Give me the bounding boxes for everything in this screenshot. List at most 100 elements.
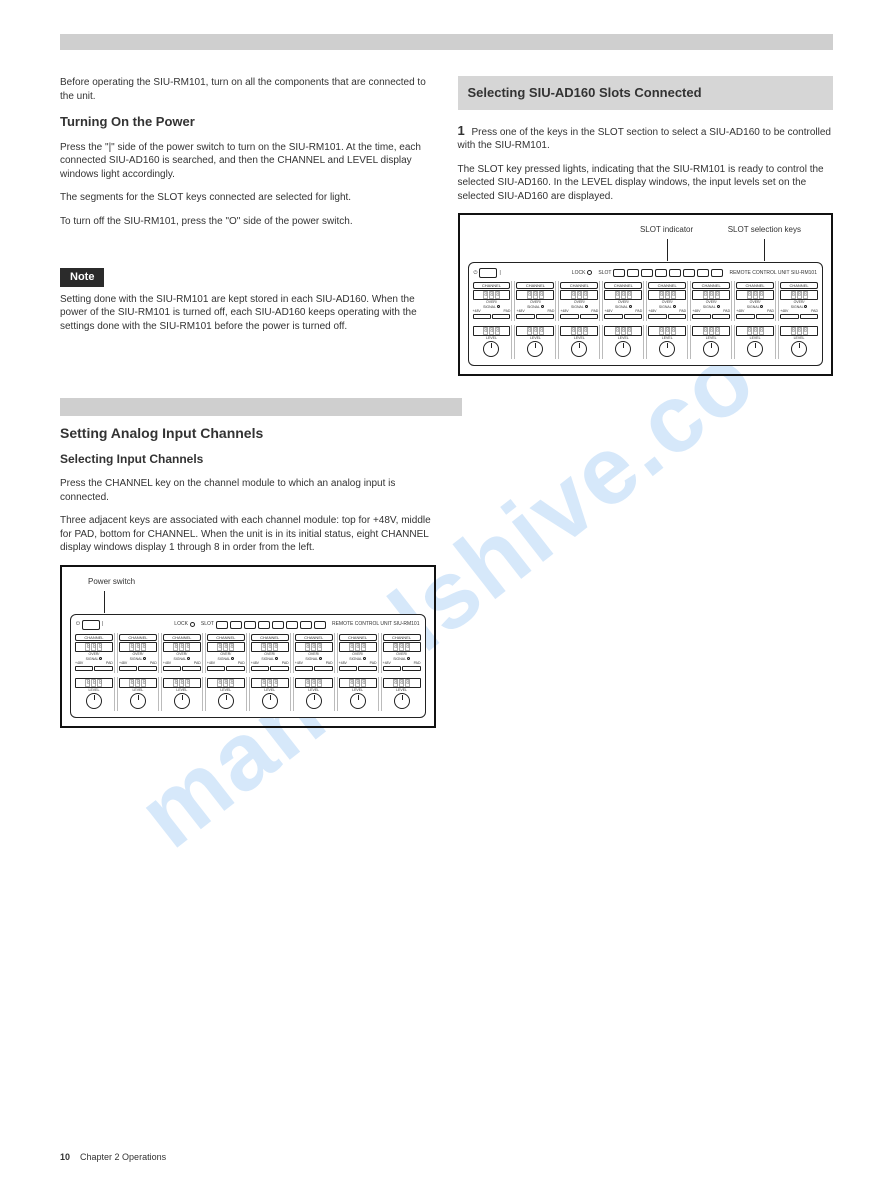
- phantom-button[interactable]: [295, 666, 313, 671]
- level-knob[interactable]: [615, 341, 631, 357]
- pad-button[interactable]: [402, 666, 420, 671]
- pointer-power-switch-label: Power switch: [88, 577, 135, 586]
- pad-button[interactable]: [492, 314, 510, 319]
- power-rocker[interactable]: [82, 620, 100, 630]
- device-diagram-a: ⏻|LOCKSLOTREMOTE CONTROL UNIT SIU-RM101C…: [468, 262, 824, 366]
- channel-module-lower: 888LEVEL: [249, 677, 291, 712]
- level-knob[interactable]: [218, 693, 234, 709]
- slot-button[interactable]: [627, 269, 639, 277]
- phantom-button[interactable]: [780, 314, 798, 319]
- figure-a-pointers: SLOT indicator SLOT selection keys: [468, 225, 824, 262]
- level-knob[interactable]: [350, 693, 366, 709]
- level-knob[interactable]: [394, 693, 410, 709]
- slot-button[interactable]: [244, 621, 256, 629]
- pad-button[interactable]: [182, 666, 200, 671]
- phantom-button[interactable]: [604, 314, 622, 319]
- level-knob[interactable]: [703, 341, 719, 357]
- pad-button[interactable]: [624, 314, 642, 319]
- slot-button[interactable]: [300, 621, 312, 629]
- slot-button[interactable]: [314, 621, 326, 629]
- pad-button[interactable]: [94, 666, 112, 671]
- over-signal-label: OVER/SIGNAL: [604, 301, 642, 309]
- slot-button[interactable]: [697, 269, 709, 277]
- pad-button[interactable]: [314, 666, 332, 671]
- pad-button[interactable]: [756, 314, 774, 319]
- phantom-button[interactable]: [163, 666, 181, 671]
- slot-button[interactable]: [216, 621, 228, 629]
- level-knob[interactable]: [86, 693, 102, 709]
- slot-label: SLOT: [201, 621, 214, 628]
- channel-header: CHANNEL: [163, 634, 201, 641]
- pad-button[interactable]: [800, 314, 818, 319]
- slot-button[interactable]: [272, 621, 284, 629]
- device-model-label: REMOTE CONTROL UNIT SIU-RM101: [330, 621, 420, 628]
- channel-display: 888: [516, 290, 554, 300]
- level-display: 888: [295, 678, 333, 688]
- figure-b-pointers: Power switch: [70, 577, 426, 614]
- slot-button[interactable]: [613, 269, 625, 277]
- level-knob[interactable]: [527, 341, 543, 357]
- phantom-button[interactable]: [648, 314, 666, 319]
- channel-display: 888: [473, 290, 511, 300]
- device-top-bar: ⏻|LOCKSLOTREMOTE CONTROL UNIT SIU-RM101: [472, 266, 820, 281]
- level-knob[interactable]: [659, 341, 675, 357]
- phantom-button[interactable]: [339, 666, 357, 671]
- pad-button[interactable]: [536, 314, 554, 319]
- over-signal-label: OVER/SIGNAL: [251, 653, 289, 661]
- level-knob[interactable]: [262, 693, 278, 709]
- slot-button[interactable]: [230, 621, 242, 629]
- level-display: 888: [516, 326, 554, 336]
- over-signal-label: OVER/SIGNAL: [207, 653, 245, 661]
- slot-button[interactable]: [641, 269, 653, 277]
- channel-header: CHANNEL: [75, 634, 113, 641]
- phantom-button[interactable]: [473, 314, 491, 319]
- level-knob[interactable]: [747, 341, 763, 357]
- pointer-slot-keys-label: SLOT selection keys: [728, 225, 801, 234]
- pad-button[interactable]: [270, 666, 288, 671]
- channel-module-lower: 888LEVEL: [337, 677, 379, 712]
- pad-button[interactable]: [226, 666, 244, 671]
- slot-button[interactable]: [669, 269, 681, 277]
- pointer-slot-indicator-label: SLOT indicator: [640, 225, 693, 234]
- slot-button[interactable]: [258, 621, 270, 629]
- phantom-button[interactable]: [119, 666, 137, 671]
- level-knob[interactable]: [174, 693, 190, 709]
- phantom-button[interactable]: [692, 314, 710, 319]
- pad-button[interactable]: [138, 666, 156, 671]
- slot-button[interactable]: [286, 621, 298, 629]
- power-switch[interactable]: ⏻|: [76, 620, 103, 630]
- device-model-label: REMOTE CONTROL UNIT SIU-RM101: [727, 270, 817, 277]
- phantom-button[interactable]: [251, 666, 269, 671]
- device-diagram-b: ⏻|LOCKSLOTREMOTE CONTROL UNIT SIU-RM101C…: [70, 614, 426, 718]
- channel-display: 888: [251, 642, 289, 652]
- pad-button[interactable]: [358, 666, 376, 671]
- phantom-button[interactable]: [560, 314, 578, 319]
- slot-button[interactable]: [683, 269, 695, 277]
- step-body: Press one of the keys in the SLOT sectio…: [458, 127, 831, 152]
- level-knob[interactable]: [306, 693, 322, 709]
- power-switch[interactable]: ⏻|: [474, 268, 501, 278]
- pad-button[interactable]: [668, 314, 686, 319]
- power-rocker[interactable]: [479, 268, 497, 278]
- phantom-button[interactable]: [207, 666, 225, 671]
- level-knob[interactable]: [483, 341, 499, 357]
- channel-header: CHANNEL: [780, 282, 818, 289]
- phantom-button[interactable]: [736, 314, 754, 319]
- phantom-button[interactable]: [516, 314, 534, 319]
- over-signal-label: OVER/SIGNAL: [780, 301, 818, 309]
- lock-led: [190, 622, 195, 627]
- pad-button[interactable]: [580, 314, 598, 319]
- level-knob[interactable]: [130, 693, 146, 709]
- page-container: Before operating the SIU-RM101, turn on …: [0, 0, 893, 1191]
- phantom-button[interactable]: [383, 666, 401, 671]
- level-knob[interactable]: [791, 341, 807, 357]
- level-knob[interactable]: [571, 341, 587, 357]
- pad-button[interactable]: [712, 314, 730, 319]
- slot-button[interactable]: [655, 269, 667, 277]
- phantom-button[interactable]: [75, 666, 93, 671]
- channel-module: CHANNEL888OVER/SIGNAL +48VPAD: [293, 633, 335, 673]
- channel-display: 888: [604, 290, 642, 300]
- level-display: 888: [604, 326, 642, 336]
- level-display: 888: [163, 678, 201, 688]
- slot-button[interactable]: [711, 269, 723, 277]
